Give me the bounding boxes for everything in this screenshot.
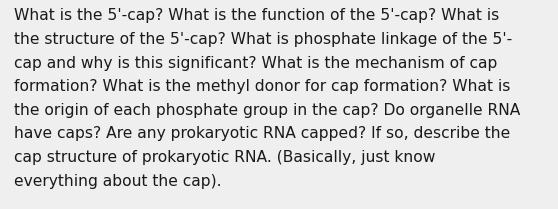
Text: the origin of each phosphate group in the cap? Do organelle RNA: the origin of each phosphate group in th…	[14, 103, 521, 118]
Text: cap and why is this significant? What is the mechanism of cap: cap and why is this significant? What is…	[14, 56, 498, 71]
Text: have caps? Are any prokaryotic RNA capped? If so, describe the: have caps? Are any prokaryotic RNA cappe…	[14, 126, 511, 141]
Text: cap structure of prokaryotic RNA. (Basically, just know: cap structure of prokaryotic RNA. (Basic…	[14, 150, 435, 165]
Text: the structure of the 5'-cap? What is phosphate linkage of the 5'-: the structure of the 5'-cap? What is pho…	[14, 32, 512, 47]
Text: formation? What is the methyl donor for cap formation? What is: formation? What is the methyl donor for …	[14, 79, 511, 94]
Text: What is the 5'-cap? What is the function of the 5'-cap? What is: What is the 5'-cap? What is the function…	[14, 8, 499, 23]
Text: everything about the cap).: everything about the cap).	[14, 174, 222, 189]
